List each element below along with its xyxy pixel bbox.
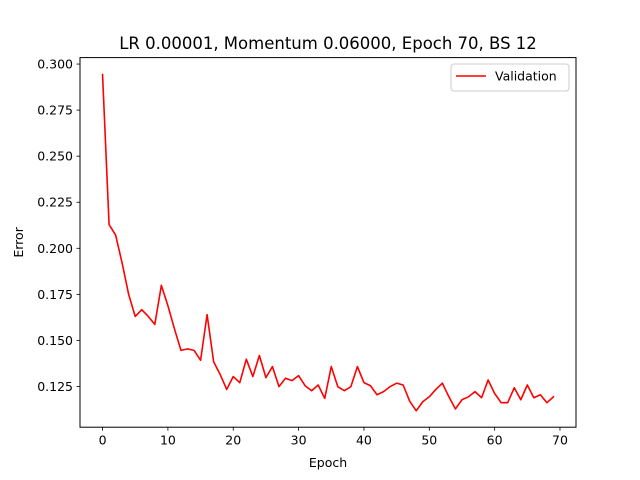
y-tick-label: 0.200 — [37, 241, 73, 256]
y-tick-label: 0.175 — [37, 287, 73, 302]
y-tick-label: 0.300 — [37, 57, 73, 72]
x-tick-label: 10 — [160, 433, 176, 448]
y-tick-label: 0.125 — [37, 379, 73, 394]
x-tick-label: 60 — [487, 433, 503, 448]
y-axis-label: Error — [11, 226, 26, 257]
x-tick-label: 20 — [225, 433, 241, 448]
chart-title: LR 0.00001, Momentum 0.06000, Epoch 70, … — [119, 34, 537, 53]
series-line-validation — [101, 73, 555, 412]
x-tick-label: 30 — [291, 433, 307, 448]
legend: Validation — [450, 63, 570, 92]
x-axis-label: Epoch — [309, 455, 347, 470]
y-tick-label: 0.275 — [37, 103, 73, 118]
series-layer — [101, 73, 555, 412]
x-tick-label: 40 — [356, 433, 372, 448]
x-tick-label: 0 — [99, 433, 107, 448]
y-axis-ticks: 0.125 0.150 0.175 0.200 0.225 0.250 0.275 0.300 — [37, 57, 80, 394]
x-tick-label: 70 — [552, 433, 568, 448]
y-tick-label: 0.225 — [37, 195, 73, 210]
y-tick-label: 0.150 — [37, 333, 73, 348]
plot-area — [80, 57, 576, 428]
legend-label-validation: Validation — [495, 69, 557, 84]
x-tick-label: 50 — [421, 433, 437, 448]
y-tick-label: 0.250 — [37, 149, 73, 164]
x-axis-ticks: 0 10 20 30 40 50 60 70 — [99, 427, 568, 448]
plot-frame — [79, 57, 577, 428]
legend-box — [450, 63, 570, 92]
